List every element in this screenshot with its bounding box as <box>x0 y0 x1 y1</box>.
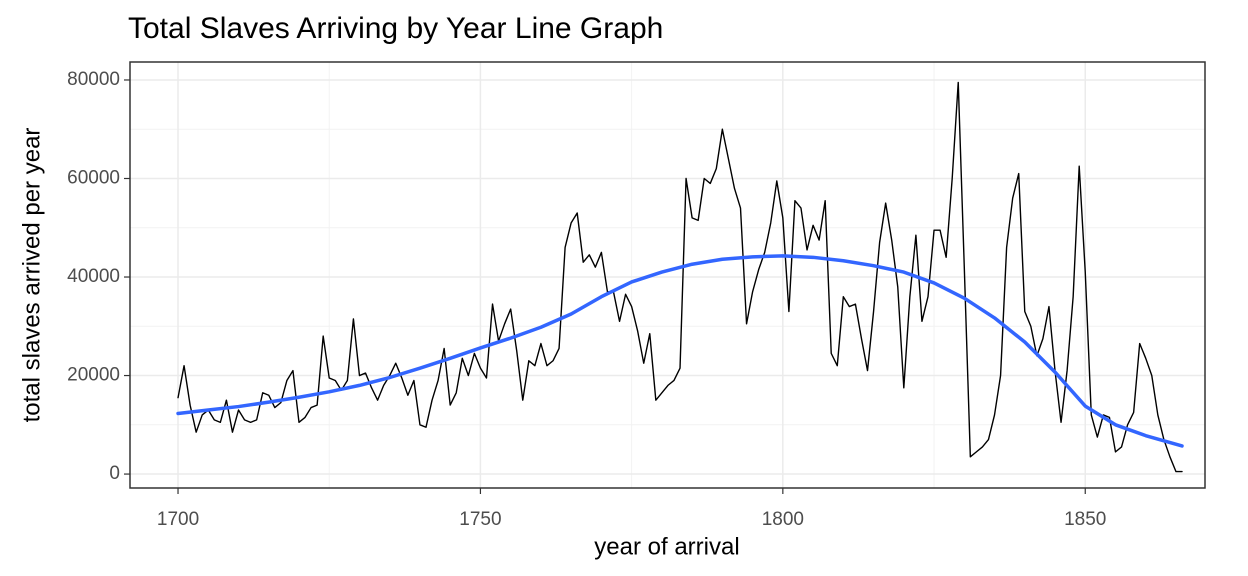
y-tick-label: 80000 <box>67 69 120 90</box>
x-tick-label: 1800 <box>762 509 804 530</box>
x-tick-label: 1750 <box>459 509 501 530</box>
y-tick-label: 0 <box>109 463 120 484</box>
x-axis-label: year of arrival <box>594 533 739 560</box>
plot-border <box>129 61 1206 489</box>
x-tick-label: 1850 <box>1064 509 1106 530</box>
y-axis-label: total slaves arrived per year <box>18 128 45 423</box>
y-tick-label: 20000 <box>67 365 120 386</box>
smooth-line <box>176 254 1184 448</box>
chart-title: Total Slaves Arriving by Year Line Graph <box>128 12 663 45</box>
y-tick-label: 60000 <box>67 168 120 189</box>
data-line <box>177 81 1183 473</box>
x-tick-label: 1700 <box>157 509 199 530</box>
y-tick-label: 40000 <box>67 266 120 287</box>
